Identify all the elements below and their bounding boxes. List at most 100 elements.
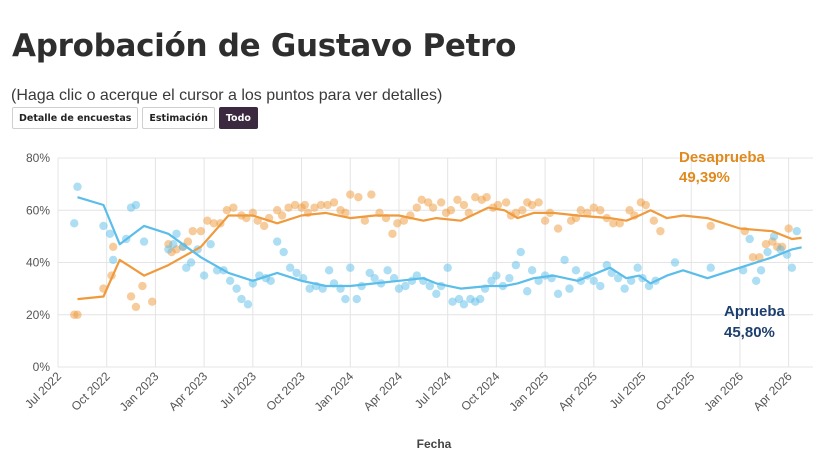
desaprueba-poll-point[interactable] — [656, 226, 665, 236]
aprueba-poll-point[interactable] — [670, 258, 680, 267]
aprueba-poll-point[interactable] — [565, 284, 574, 293]
desaprueba-poll-point[interactable] — [534, 198, 543, 207]
aprueba-poll-point[interactable] — [596, 281, 605, 291]
desaprueba-poll-point[interactable] — [260, 221, 269, 231]
aprueba-poll-point[interactable] — [589, 276, 599, 285]
aprueba-poll-point[interactable] — [243, 300, 253, 309]
desaprueba-poll-point[interactable] — [354, 192, 363, 202]
desaprueba-poll-point[interactable] — [518, 206, 527, 215]
desaprueba-poll-point[interactable] — [188, 226, 197, 236]
aprueba-poll-point[interactable] — [633, 263, 642, 272]
aprueba-poll-point[interactable] — [99, 221, 108, 231]
desaprueba-poll-point[interactable] — [393, 219, 402, 228]
desaprueba-poll-point[interactable] — [540, 216, 550, 225]
desaprueba-poll-point[interactable] — [553, 224, 563, 233]
estimacion-button[interactable]: Estimación — [142, 107, 215, 129]
desaprueba-poll-point[interactable] — [284, 203, 293, 212]
aprueba-poll-point[interactable] — [459, 300, 469, 309]
desaprueba-poll-point[interactable] — [649, 216, 659, 225]
desaprueba-poll-point[interactable] — [436, 198, 446, 207]
aprueba-poll-point[interactable] — [792, 226, 801, 236]
aprueba-poll-point[interactable] — [139, 237, 149, 246]
aprueba-poll-point[interactable] — [769, 232, 779, 241]
desaprueba-poll-point[interactable] — [417, 195, 426, 204]
aprueba-poll-point[interactable] — [272, 237, 282, 246]
aprueba-poll-point[interactable] — [324, 266, 334, 275]
desaprueba-poll-point[interactable] — [341, 208, 350, 218]
desaprueba-poll-point[interactable] — [360, 216, 370, 225]
desaprueba-poll-point[interactable] — [589, 203, 599, 212]
desaprueba-poll-point[interactable] — [323, 200, 332, 210]
aprueba-poll-point[interactable] — [756, 266, 766, 275]
aprueba-poll-point[interactable] — [186, 258, 196, 267]
desaprueba-poll-point[interactable] — [109, 242, 118, 252]
aprueba-poll-point[interactable] — [292, 268, 301, 278]
desaprueba-poll-point[interactable] — [453, 195, 462, 204]
aprueba-poll-point[interactable] — [448, 297, 457, 306]
desaprueba-poll-point[interactable] — [310, 203, 319, 212]
desaprueba-poll-point[interactable] — [576, 206, 586, 215]
aprueba-poll-point[interactable] — [523, 287, 532, 296]
desaprueba-poll-point[interactable] — [501, 198, 511, 207]
aprueba-poll-point[interactable] — [73, 182, 82, 191]
desaprueba-poll-point[interactable] — [784, 224, 793, 233]
desaprueba-poll-point[interactable] — [209, 219, 219, 228]
aprueba-poll-point[interactable] — [105, 229, 115, 238]
desaprueba-poll-point[interactable] — [482, 192, 491, 202]
detalle-encuestas-button[interactable]: Detalle de encuestas — [12, 107, 139, 129]
aprueba-poll-point[interactable] — [169, 240, 178, 249]
desaprueba-poll-point[interactable] — [229, 203, 238, 212]
desaprueba-poll-point[interactable] — [596, 206, 605, 215]
desaprueba-poll-point[interactable] — [203, 216, 212, 225]
aprueba-poll-point[interactable] — [131, 200, 141, 210]
aprueba-poll-point[interactable] — [527, 266, 537, 275]
aprueba-poll-point[interactable] — [266, 276, 275, 285]
desaprueba-poll-point[interactable] — [73, 310, 82, 319]
desaprueba-poll-point[interactable] — [527, 200, 537, 210]
aprueba-poll-point[interactable] — [706, 263, 715, 272]
desaprueba-poll-point[interactable] — [471, 192, 480, 202]
desaprueba-poll-point[interactable] — [755, 253, 764, 262]
desaprueba-poll-point[interactable] — [446, 206, 456, 215]
desaprueba-poll-point[interactable] — [196, 226, 206, 236]
aprueba-poll-point[interactable] — [232, 284, 241, 293]
desaprueba-poll-point[interactable] — [583, 208, 592, 218]
aprueba-poll-point[interactable] — [225, 276, 235, 285]
aprueba-poll-point[interactable] — [199, 271, 209, 280]
aprueba-poll-point[interactable] — [475, 294, 485, 304]
desaprueba-poll-point[interactable] — [126, 292, 136, 301]
desaprueba-poll-point[interactable] — [748, 253, 758, 262]
desaprueba-poll-point[interactable] — [346, 190, 355, 199]
aprueba-poll-point[interactable] — [352, 294, 361, 304]
desaprueba-poll-point[interactable] — [706, 221, 715, 231]
aprueba-poll-point[interactable] — [370, 273, 379, 283]
desaprueba-poll-point[interactable] — [388, 229, 397, 238]
aprueba-poll-point[interactable] — [346, 263, 355, 272]
aprueba-poll-point[interactable] — [109, 255, 118, 265]
desaprueba-poll-point[interactable] — [329, 198, 339, 207]
aprueba-poll-point[interactable] — [279, 247, 288, 257]
aprueba-poll-point[interactable] — [394, 284, 404, 293]
aprueba-poll-point[interactable] — [401, 281, 410, 291]
aprueba-poll-point[interactable] — [285, 263, 295, 272]
desaprueba-poll-point[interactable] — [493, 200, 503, 210]
aprueba-poll-point[interactable] — [172, 229, 181, 238]
desaprueba-poll-point[interactable] — [316, 200, 326, 210]
aprueba-poll-point[interactable] — [341, 294, 350, 304]
aprueba-poll-point[interactable] — [745, 234, 754, 244]
aprueba-poll-point[interactable] — [383, 266, 392, 275]
desaprueba-poll-point[interactable] — [641, 200, 650, 210]
desaprueba-poll-point[interactable] — [459, 200, 469, 210]
aprueba-poll-point[interactable] — [613, 273, 623, 283]
aprueba-poll-point[interactable] — [70, 219, 79, 228]
desaprueba-poll-point[interactable] — [277, 211, 287, 220]
aprueba-poll-point[interactable] — [305, 284, 314, 293]
aprueba-poll-point[interactable] — [492, 271, 501, 280]
aprueba-poll-point[interactable] — [776, 245, 785, 254]
aprueba-poll-point[interactable] — [571, 266, 581, 275]
aprueba-poll-point[interactable] — [620, 284, 629, 293]
aprueba-poll-point[interactable] — [511, 260, 521, 270]
aprueba-poll-point[interactable] — [237, 294, 246, 304]
desaprueba-poll-point[interactable] — [300, 200, 309, 210]
aprueba-poll-point[interactable] — [425, 281, 435, 291]
